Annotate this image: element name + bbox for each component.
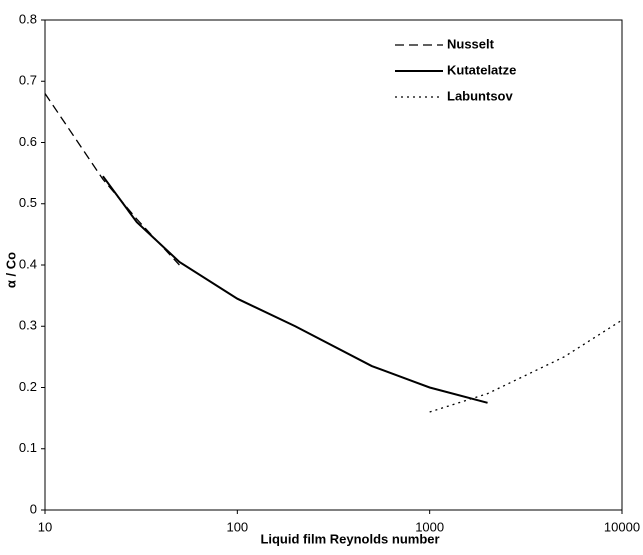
y-tick-label: 0.6 <box>19 134 37 149</box>
x-tick-label: 100 <box>226 519 248 534</box>
x-tick-label: 10 <box>38 519 52 534</box>
legend-label: Labuntsov <box>447 88 513 103</box>
series-line <box>44 93 180 266</box>
y-tick-label: 0 <box>30 501 37 516</box>
series-line <box>429 319 623 413</box>
y-tick-label: 0.4 <box>19 256 37 271</box>
series-line <box>102 175 488 404</box>
y-tick-label: 0.1 <box>19 440 37 455</box>
x-axis-title: Liquid film Reynolds number <box>260 531 439 546</box>
y-tick-label: 0.7 <box>19 73 37 88</box>
y-tick-label: 0.2 <box>19 379 37 394</box>
x-tick-label: 10000 <box>604 519 640 534</box>
y-tick-label: 0.5 <box>19 195 37 210</box>
y-tick-label: 0.8 <box>19 11 37 26</box>
plot-frame <box>44 19 623 511</box>
legend-label: Kutatelatze <box>447 62 516 77</box>
y-axis-title: α / Co <box>3 252 18 288</box>
x-tick-label: 1000 <box>415 519 444 534</box>
legend-label: Nusselt <box>447 36 495 51</box>
y-tick-label: 0.3 <box>19 318 37 333</box>
